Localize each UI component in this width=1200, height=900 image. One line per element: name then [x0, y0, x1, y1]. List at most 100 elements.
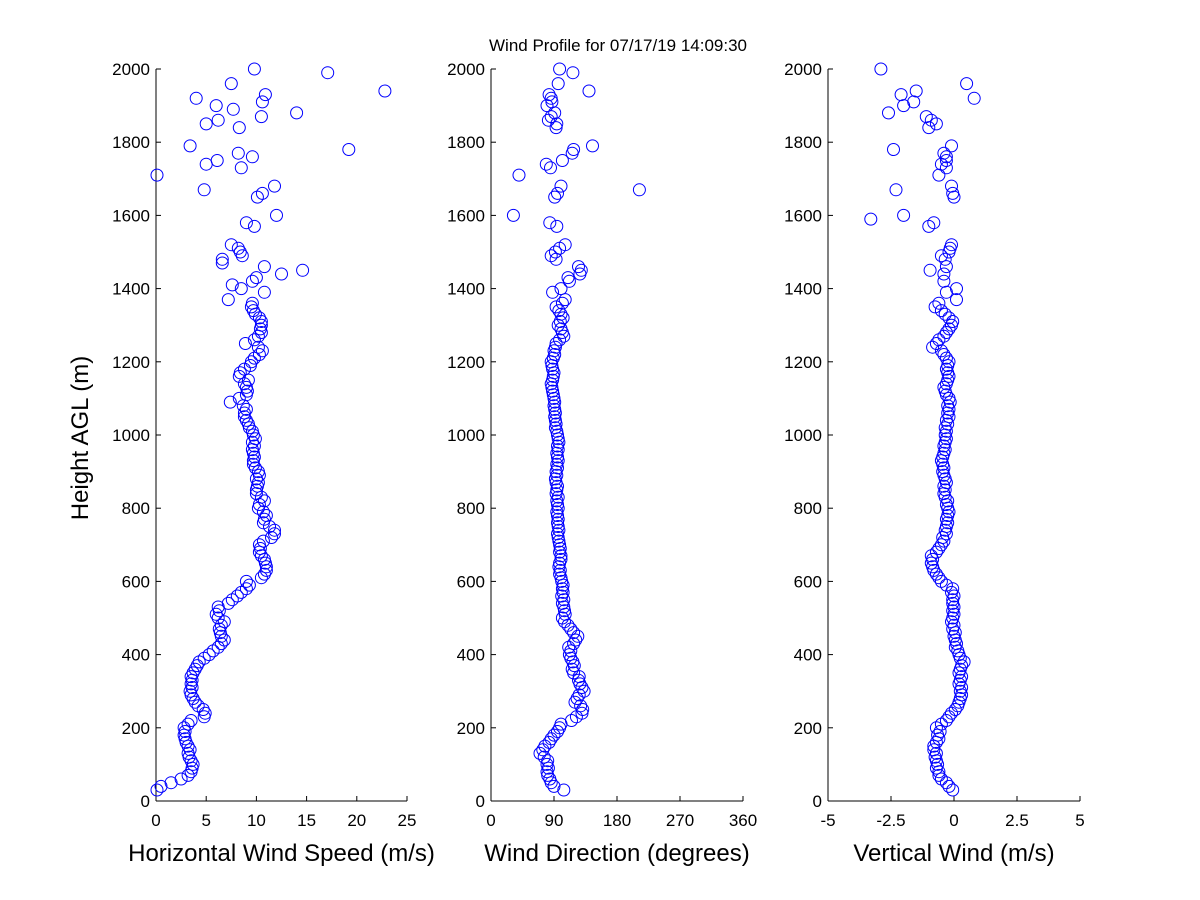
data-point [929, 567, 943, 581]
data-point [223, 395, 237, 409]
data-point [186, 666, 200, 680]
data-point [247, 62, 261, 76]
data-point [572, 260, 585, 274]
y-tick-label: 1400 [112, 280, 150, 299]
data-point [939, 351, 953, 365]
data-point [270, 208, 283, 222]
data-point [948, 703, 962, 716]
data-point [955, 670, 969, 684]
data-point [947, 589, 961, 603]
data-point [564, 644, 578, 658]
data-point [232, 121, 246, 135]
data-point [923, 263, 937, 277]
data-point [239, 574, 253, 588]
data-point [937, 267, 951, 281]
x-tick-label: 5 [1075, 811, 1084, 830]
data-point [553, 62, 567, 76]
data-point [551, 725, 564, 738]
data-point [570, 692, 584, 705]
data-point [237, 406, 251, 420]
data-point [250, 190, 264, 204]
data-point [211, 113, 225, 127]
data-point [967, 91, 981, 105]
data-point [932, 571, 946, 585]
data-point [934, 249, 948, 263]
data-point [232, 391, 246, 405]
data-point [257, 567, 271, 581]
data-point [199, 117, 213, 131]
data-point [231, 241, 245, 255]
subplot-2: 0 200 400 600 800 1000 1200 1400 1600 1800 2000 0 90… [447, 60, 757, 867]
data-point [554, 322, 568, 336]
data-point [268, 523, 281, 537]
data-point [567, 637, 581, 651]
y-tick-label: 400 [794, 646, 822, 665]
data-point [245, 424, 259, 438]
data-point [576, 703, 590, 716]
data-point [342, 143, 356, 156]
data-point [186, 757, 200, 771]
data-point [929, 337, 943, 350]
x-tick-label: -2.5 [876, 811, 905, 830]
data-point [256, 534, 270, 548]
data-point [558, 293, 572, 307]
data-point [196, 703, 210, 716]
data-point [942, 391, 956, 405]
x-tick-label: 360 [729, 811, 757, 830]
subplot-1: 0 200 400 600 800 1000 1200 1400 1600 1800 2000 0 5 1… [112, 60, 435, 867]
data-point [233, 366, 247, 380]
x-tick-label: 20 [347, 811, 366, 830]
data-point [937, 479, 951, 493]
data-point [951, 644, 965, 658]
data-point [547, 779, 561, 793]
y-tick-label: 1600 [784, 206, 822, 225]
data-point [568, 695, 582, 709]
data-point [929, 721, 943, 735]
y-tick-label: 200 [457, 719, 485, 738]
data-point [255, 186, 269, 200]
data-points [150, 62, 392, 797]
data-point [555, 154, 569, 167]
x-tick-label: 10 [247, 811, 266, 830]
data-point [235, 249, 249, 263]
data-point [257, 512, 271, 526]
x-tick-label: 0 [151, 811, 160, 830]
y-tick-label: 0 [813, 792, 822, 811]
data-point [887, 143, 900, 156]
data-point [245, 274, 259, 288]
data-point [558, 615, 571, 629]
data-point [942, 322, 956, 336]
data-point [268, 179, 281, 193]
data-point [955, 681, 969, 694]
data-point [919, 110, 933, 124]
data-point [932, 168, 946, 182]
data-point [506, 208, 520, 222]
data-point [565, 714, 578, 727]
data-point [533, 746, 547, 760]
x-tick-label: 180 [603, 811, 631, 830]
y-tick-label: 1800 [784, 133, 822, 152]
data-point [549, 300, 563, 314]
data-point [937, 146, 951, 160]
data-point [553, 333, 567, 347]
data-point [937, 329, 951, 343]
data-point [946, 582, 960, 596]
data-point [249, 472, 263, 486]
data-point [946, 315, 960, 328]
data-point [214, 618, 228, 632]
data-point [960, 77, 974, 91]
data-point [544, 161, 557, 175]
data-point [932, 768, 946, 782]
data-point [537, 750, 551, 764]
data-points [864, 62, 981, 797]
y-tick-label: 1800 [447, 133, 485, 152]
data-point [551, 490, 565, 504]
y-tick-label: 1200 [112, 353, 150, 372]
data-point [183, 684, 197, 698]
data-point [183, 139, 197, 153]
data-point [214, 637, 228, 651]
data-point [512, 168, 526, 182]
figure-title: Wind Profile for 07/17/19 14:09:30 [489, 36, 747, 55]
data-point [247, 219, 261, 233]
